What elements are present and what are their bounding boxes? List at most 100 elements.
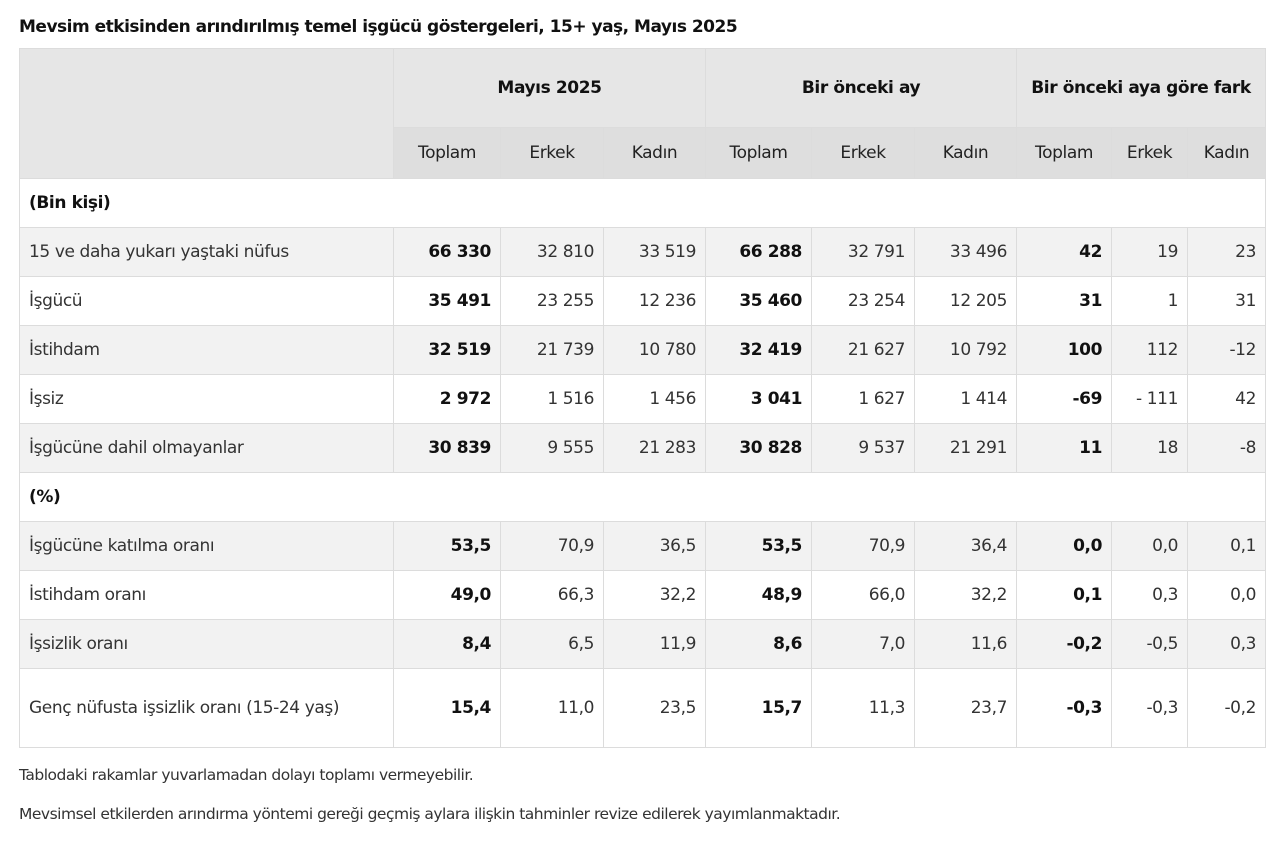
table-cell: 30 828 (705, 423, 812, 473)
table-cell: 31 (1187, 276, 1267, 326)
table-cell: 1 (1111, 276, 1189, 326)
table-row: İstihdam oranı 49,0 66,3 32,2 48,9 66,0 32,2 0,… (19, 570, 1267, 620)
table-cell: 70,9 (811, 521, 915, 571)
table-cell: 0,1 (1187, 521, 1267, 571)
table-cell: 11,3 (811, 668, 915, 748)
table-cell: 32,2 (603, 570, 706, 620)
table-row: İşgücü 35 491 23 255 12 236 35 460 23 254 12 2… (19, 276, 1267, 326)
table-cell: 36,4 (913, 521, 1018, 571)
table-cell: 1 414 (913, 374, 1018, 424)
table-cell: 112 (1111, 325, 1189, 375)
table-cell: 0,1 (1016, 570, 1113, 620)
table-cell: 0,3 (1187, 619, 1267, 669)
table-cell: 15,4 (393, 668, 501, 748)
row-label: İstihdam (19, 325, 394, 375)
table-cell: -12 (1187, 325, 1267, 375)
table-cell: 23 (1187, 227, 1267, 277)
table-cell: 32 419 (705, 325, 812, 375)
sub-header-female: Kadın (1187, 127, 1267, 179)
footnote-rounding: Tablodaki rakamlar yuvarlamadan dolayı t… (19, 766, 474, 784)
table-cell: 9 555 (500, 423, 604, 473)
table-cell: - 111 (1111, 374, 1189, 424)
table-cell: 23,5 (603, 668, 706, 748)
footnote-revision: Mevsimsel etkilerden arındırma yöntemi g… (19, 805, 841, 823)
labour-force-table: Mayıs 2025 Bir önceki ay Bir önceki aya … (18, 48, 1267, 748)
table-row: İşsizlik oranı 8,4 6,5 11,9 8,6 7,0 11,6 -0,2 -0… (19, 619, 1267, 669)
table-cell: 33 496 (913, 227, 1018, 277)
header-blank-cell (19, 48, 394, 179)
table-cell: 31 (1016, 276, 1113, 326)
table-cell: -0,2 (1016, 619, 1113, 669)
table-row: Genç nüfusta işsizlik oranı (15-24 yaş) 1… (19, 668, 1267, 748)
table-row: 15 ve daha yukarı yaştaki nüfus 66 330 32 … (19, 227, 1267, 277)
table-cell: 66,0 (811, 570, 915, 620)
table-cell: 66,3 (500, 570, 604, 620)
sub-header-total: Toplam (705, 127, 812, 179)
table-cell: 21 291 (913, 423, 1018, 473)
table-cell: 23 255 (500, 276, 604, 326)
table-cell: 11,6 (913, 619, 1018, 669)
table-cell: 66 330 (393, 227, 501, 277)
section-header-row: (%) (18, 472, 1267, 522)
sub-header-male: Erkek (500, 127, 604, 179)
table-cell: 21 739 (500, 325, 604, 375)
table-cell: 6,5 (500, 619, 604, 669)
table-cell: 23,7 (913, 668, 1018, 748)
table-cell: 35 491 (393, 276, 501, 326)
table-cell: 35 460 (705, 276, 812, 326)
sub-header-total: Toplam (393, 127, 501, 179)
group-header-previous-month: Bir önceki ay (704, 48, 1018, 128)
table-cell: 9 537 (811, 423, 915, 473)
table-cell: 8,6 (705, 619, 812, 669)
table-cell: 0,0 (1016, 521, 1113, 571)
sub-header-row: Toplam Erkek Kadın Toplam Erkek Kadın To… (20, 127, 1267, 179)
sub-header-total: Toplam (1016, 127, 1113, 179)
group-header-row: Mayıs 2025 Bir önceki ay Bir önceki aya … (19, 48, 1267, 179)
sub-header-female: Kadın (913, 127, 1018, 179)
table-cell: 0,0 (1111, 521, 1189, 571)
table-cell: -0,2 (1187, 668, 1267, 748)
table-cell: 11,0 (500, 668, 604, 748)
sub-header-male: Erkek (811, 127, 915, 179)
section-label: (%) (18, 472, 1267, 522)
table-cell: 32,2 (913, 570, 1018, 620)
table-cell: 10 780 (603, 325, 706, 375)
row-label: İşgücü (19, 276, 394, 326)
table-cell: 21 627 (811, 325, 915, 375)
table-cell: 2 972 (393, 374, 501, 424)
row-label: İstihdam oranı (19, 570, 394, 620)
section-label: (Bin kişi) (18, 178, 1267, 228)
table-cell: 3 041 (705, 374, 812, 424)
table-cell: -0,5 (1111, 619, 1189, 669)
table-cell: -8 (1187, 423, 1267, 473)
table-cell: -69 (1016, 374, 1113, 424)
table-cell: 21 283 (603, 423, 706, 473)
table-cell: 66 288 (705, 227, 812, 277)
table-cell: 32 810 (500, 227, 604, 277)
table-cell: 19 (1111, 227, 1189, 277)
table-cell: 11,9 (603, 619, 706, 669)
table-cell: 0,3 (1111, 570, 1189, 620)
table-cell: 36,5 (603, 521, 706, 571)
table-cell: 12 205 (913, 276, 1018, 326)
table-cell: 32 519 (393, 325, 501, 375)
table-cell: 33 519 (603, 227, 706, 277)
table-cell: 12 236 (603, 276, 706, 326)
table-cell: 10 792 (913, 325, 1018, 375)
table-title: Mevsim etkisinden arındırılmış temel işg… (19, 17, 738, 37)
table-row: İşsiz 2 972 1 516 1 456 3 041 1 627 1 414 -69- … (19, 374, 1267, 424)
table-cell: 42 (1016, 227, 1113, 277)
row-label: 15 ve daha yukarı yaştaki nüfus (19, 227, 394, 277)
section-header-row: (Bin kişi) (18, 178, 1267, 228)
table-cell: 11 (1016, 423, 1113, 473)
table-cell: 32 791 (811, 227, 915, 277)
table-cell: 53,5 (393, 521, 501, 571)
row-label: İşgücüne katılma oranı (19, 521, 394, 571)
group-header-current-month: Mayıs 2025 (393, 48, 706, 128)
table-cell: 8,4 (393, 619, 501, 669)
table-cell: 7,0 (811, 619, 915, 669)
row-label: İşgücüne dahil olmayanlar (19, 423, 394, 473)
sub-header-male: Erkek (1111, 127, 1189, 179)
table-cell: 48,9 (705, 570, 812, 620)
row-label: Genç nüfusta işsizlik oranı (15-24 yaş) (19, 668, 394, 748)
